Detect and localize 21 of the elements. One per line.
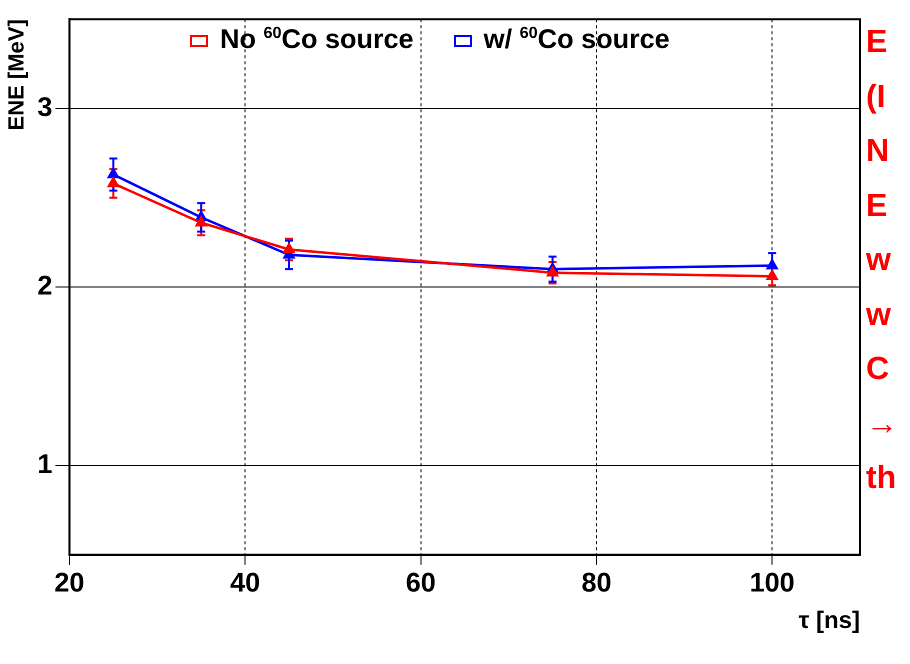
text: E <box>866 186 888 224</box>
x-tick-label: 60 <box>406 567 436 598</box>
y-tick-label: 1 <box>37 448 52 479</box>
text: E <box>866 22 888 61</box>
legend-label: w/ $^{60}$Co source <box>482 24 670 55</box>
text: w <box>866 240 892 279</box>
text: N <box>866 131 890 170</box>
x-tick-label: 80 <box>581 567 612 598</box>
text: C <box>866 349 890 388</box>
x-axis-title: τ [ns] <box>798 607 860 634</box>
text: (I <box>866 76 887 116</box>
text: th <box>866 458 898 497</box>
y-tick-label: 3 <box>37 92 52 122</box>
x-tick-label: 20 <box>54 567 84 598</box>
y-axis-title: ENE [MeV] <box>3 19 28 130</box>
text: w <box>866 294 892 334</box>
legend-label: No $^{60}$Co source <box>219 24 414 55</box>
text: → <box>866 404 898 442</box>
x-tick-label: 40 <box>230 567 260 598</box>
y-tick-label: 2 <box>37 270 52 300</box>
x-tick-label: 100 <box>750 567 795 598</box>
